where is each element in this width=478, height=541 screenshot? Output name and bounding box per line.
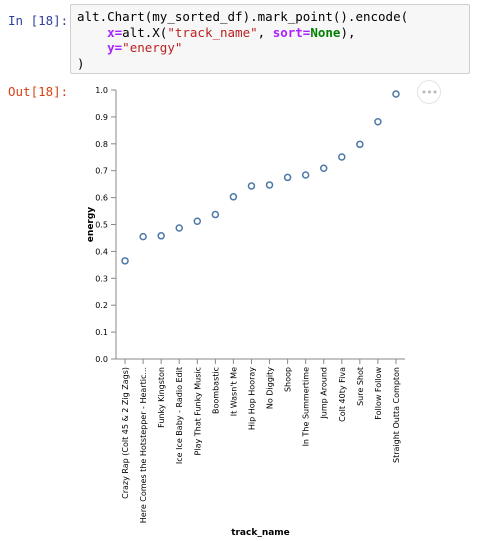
x-tick-label: Shoop: [284, 367, 293, 392]
code-string: "energy": [122, 40, 183, 55]
y-axis-title: energy: [86, 207, 96, 242]
data-point: [265, 181, 274, 189]
x-tick-label: Funky Kingston: [157, 367, 166, 428]
x-tick-label: Crazy Rap (Colt 45 & 2 Zig Zags): [121, 367, 130, 499]
code-cell-editor[interactable]: alt.Chart(my_sorted_df).mark_point().enc…: [70, 4, 470, 74]
x-tick-label: Sure Shot: [356, 367, 365, 406]
x-tick-label: Hip Hop Hooray: [247, 367, 256, 430]
y-tick-label: 1.0: [95, 86, 108, 95]
output-prompt: Out[18]:: [8, 84, 69, 99]
code-line-3: y="energy": [77, 40, 469, 56]
code-line-1: alt.Chart(my_sorted_df).mark_point().enc…: [77, 9, 469, 25]
x-axis-title: track_name: [231, 528, 290, 538]
y-tick-label: 0.7: [95, 167, 108, 176]
data-point: [356, 140, 364, 149]
data-point: [283, 173, 292, 182]
y-tick-label: 0.8: [95, 140, 108, 149]
y-tick-label: 0.4: [95, 247, 108, 256]
y-tick-label: 0.3: [95, 274, 108, 283]
chart-actions-button[interactable]: •••: [417, 80, 441, 104]
code-constant: None: [310, 24, 341, 40]
data-point: [121, 257, 129, 265]
code-text: alt.X(: [122, 24, 168, 40]
x-tick-label: Ice Ice Baby - Radio Edit: [175, 367, 184, 464]
input-prompt: In [18]:: [8, 13, 69, 28]
y-tick-label: 0.6: [95, 194, 108, 203]
y-tick-label: 0.0: [95, 355, 108, 364]
code-text: ),: [340, 24, 356, 40]
code-string: "track_name": [167, 24, 258, 40]
code-line-4: ): [77, 56, 469, 72]
code-text: alt.Chart(my_sorted_df).mark_point().enc…: [77, 9, 409, 24]
data-point: [392, 90, 400, 98]
y-tick-label: 0.5: [95, 221, 108, 230]
code-text: ): [77, 55, 85, 71]
code-keyword-arg: sort=: [272, 24, 311, 40]
y-axis: 0.0 0.1 0.2 0.3 0.4 0.5 0.6 0.7 0.8 0.9 1.0: [95, 86, 117, 364]
data-point: [338, 153, 346, 161]
x-tick-label: No Diggity: [266, 367, 275, 409]
y-tick-label: 0.2: [95, 301, 108, 310]
data-point: [157, 232, 165, 240]
x-tick-label: Here Comes the Hotstepper - Heartic...: [139, 367, 148, 523]
data-point: [193, 217, 202, 226]
data-point: [319, 164, 328, 173]
x-tick-label: In The Summertime: [302, 367, 311, 446]
data-point: [139, 232, 147, 241]
code-keyword-arg: x=: [107, 24, 123, 40]
data-point: [175, 224, 183, 232]
code-keyword-arg: y=: [107, 40, 123, 55]
data-point: [211, 210, 220, 219]
x-tick-label: Straight Outta Compton: [392, 367, 401, 463]
x-tick-label: Boombastic: [211, 367, 220, 414]
data-point: [301, 171, 310, 179]
code-text: ,: [257, 24, 273, 40]
x-tick-label: Jump Around: [320, 367, 329, 420]
data-points: [121, 90, 400, 265]
data-point: [229, 193, 238, 201]
y-tick-label: 0.1: [95, 328, 108, 337]
data-point: [247, 182, 256, 190]
x-tick-label: Follow Follow: [374, 367, 383, 420]
x-tick-label: It Wasn't Me: [229, 367, 238, 416]
x-tick-label: Play That Funky Music: [193, 367, 202, 455]
ellipsis-icon: •••: [420, 85, 438, 99]
data-point: [374, 117, 382, 126]
code-line-2: x=alt.X("track_name", sort=None),: [77, 25, 469, 41]
x-axis: Crazy Rap (Colt 45 & 2 Zig Zags) Here Com…: [116, 358, 405, 523]
x-tick-label: Colt 40ty Fiva: [338, 367, 347, 422]
y-tick-label: 0.9: [95, 113, 108, 122]
